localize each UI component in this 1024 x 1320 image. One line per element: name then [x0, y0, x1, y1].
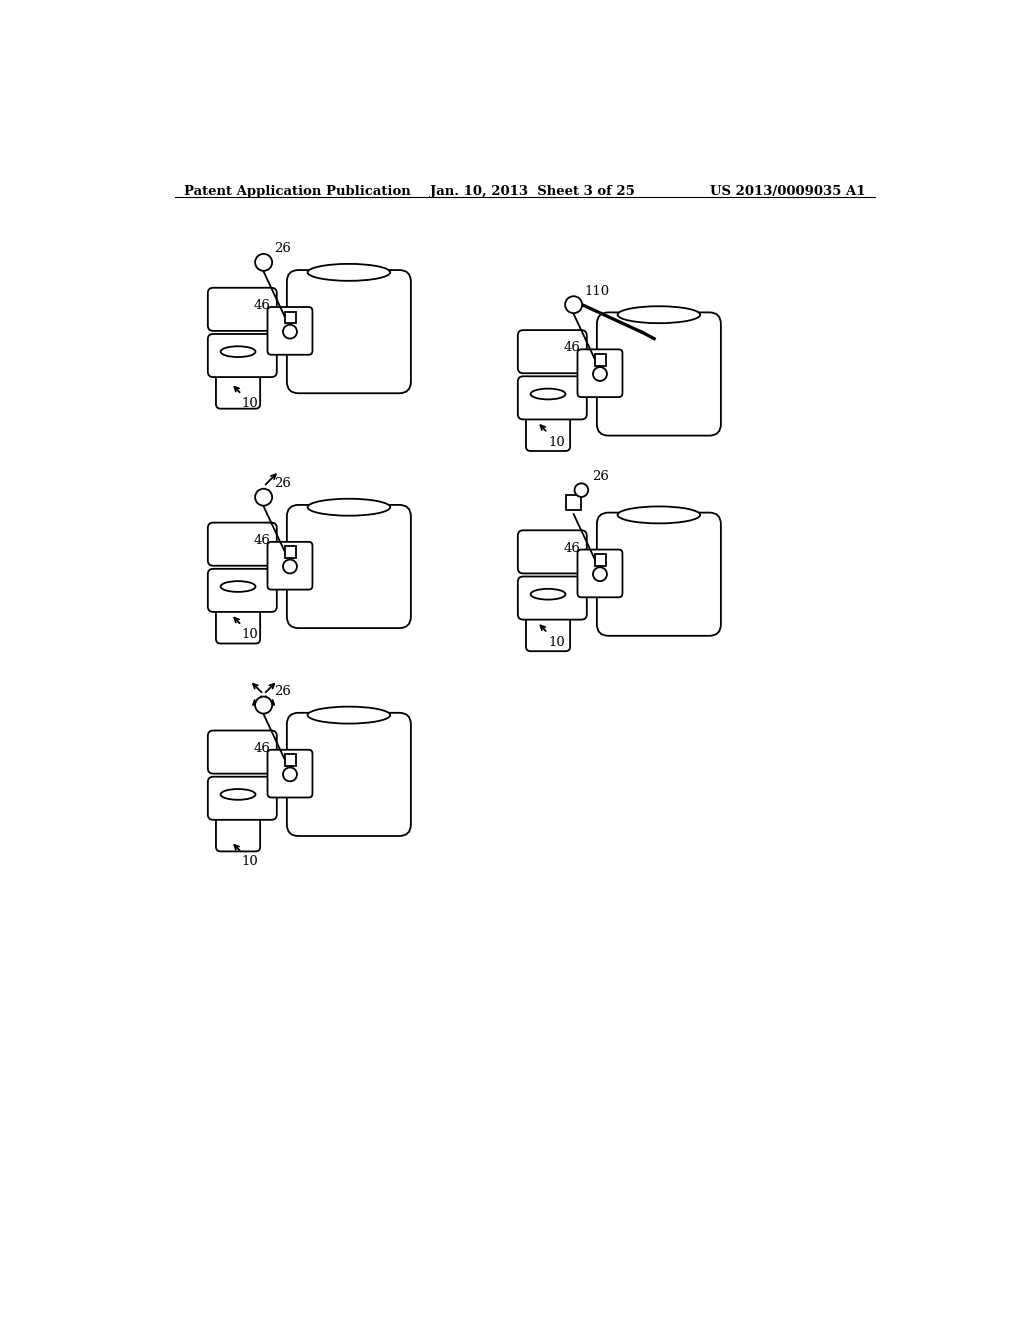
Text: US 2013/0009035 A1: US 2013/0009035 A1: [711, 185, 866, 198]
FancyBboxPatch shape: [267, 308, 312, 355]
FancyBboxPatch shape: [595, 354, 606, 366]
Ellipse shape: [617, 507, 700, 524]
Text: 26: 26: [274, 685, 292, 698]
FancyBboxPatch shape: [287, 506, 411, 628]
Text: Jan. 10, 2013  Sheet 3 of 25: Jan. 10, 2013 Sheet 3 of 25: [430, 185, 635, 198]
Ellipse shape: [220, 346, 255, 358]
Text: 46: 46: [254, 298, 270, 312]
FancyBboxPatch shape: [216, 789, 260, 851]
FancyBboxPatch shape: [566, 495, 582, 510]
FancyBboxPatch shape: [518, 330, 587, 374]
Text: 10: 10: [541, 626, 565, 649]
FancyBboxPatch shape: [597, 512, 721, 636]
Circle shape: [283, 560, 297, 573]
FancyBboxPatch shape: [285, 312, 296, 323]
Ellipse shape: [307, 499, 390, 516]
Text: 10: 10: [234, 618, 259, 642]
Ellipse shape: [530, 388, 565, 400]
Text: 110: 110: [585, 285, 609, 298]
FancyBboxPatch shape: [518, 577, 587, 619]
Circle shape: [255, 697, 272, 714]
FancyBboxPatch shape: [285, 755, 296, 766]
Circle shape: [255, 253, 272, 271]
FancyBboxPatch shape: [595, 554, 606, 566]
Circle shape: [593, 367, 607, 381]
Text: 46: 46: [564, 342, 581, 354]
Circle shape: [255, 488, 272, 506]
Text: FIGURE 3E: FIGURE 3E: [687, 327, 700, 405]
FancyBboxPatch shape: [267, 543, 312, 590]
Text: 26: 26: [274, 243, 292, 256]
FancyBboxPatch shape: [526, 389, 570, 451]
FancyBboxPatch shape: [208, 730, 276, 774]
FancyBboxPatch shape: [208, 334, 276, 378]
Text: 10: 10: [541, 425, 565, 449]
FancyBboxPatch shape: [597, 313, 721, 436]
FancyBboxPatch shape: [285, 546, 296, 558]
Text: FIGURE 3C: FIGURE 3C: [377, 285, 390, 363]
Ellipse shape: [530, 589, 565, 599]
FancyBboxPatch shape: [208, 288, 276, 331]
FancyBboxPatch shape: [518, 376, 587, 420]
Circle shape: [283, 767, 297, 781]
FancyBboxPatch shape: [287, 713, 411, 836]
FancyBboxPatch shape: [518, 531, 587, 573]
Circle shape: [283, 325, 297, 339]
Circle shape: [593, 568, 607, 581]
FancyBboxPatch shape: [216, 582, 260, 644]
Text: 10: 10: [234, 387, 259, 411]
Text: 10: 10: [234, 845, 259, 869]
FancyBboxPatch shape: [208, 569, 276, 612]
Text: 46: 46: [254, 742, 270, 755]
Ellipse shape: [617, 306, 700, 323]
FancyBboxPatch shape: [267, 750, 312, 797]
FancyBboxPatch shape: [208, 776, 276, 820]
Text: Patent Application Publication: Patent Application Publication: [183, 185, 411, 198]
Text: 26: 26: [592, 470, 609, 483]
FancyBboxPatch shape: [287, 271, 411, 393]
Circle shape: [574, 483, 588, 496]
FancyBboxPatch shape: [208, 523, 276, 566]
Text: FIGURE 3A: FIGURE 3A: [377, 727, 390, 807]
Text: 26: 26: [274, 478, 292, 490]
Ellipse shape: [220, 581, 255, 591]
Text: FIGURE 3B: FIGURE 3B: [377, 520, 390, 598]
FancyBboxPatch shape: [526, 590, 570, 651]
Ellipse shape: [307, 706, 390, 723]
FancyBboxPatch shape: [578, 350, 623, 397]
Text: FIGURE 3D: FIGURE 3D: [687, 527, 700, 606]
Text: 46: 46: [564, 541, 581, 554]
FancyBboxPatch shape: [216, 347, 260, 409]
FancyBboxPatch shape: [578, 549, 623, 598]
Text: 46: 46: [254, 533, 270, 546]
Ellipse shape: [307, 264, 390, 281]
Circle shape: [565, 296, 583, 313]
Ellipse shape: [220, 789, 255, 800]
